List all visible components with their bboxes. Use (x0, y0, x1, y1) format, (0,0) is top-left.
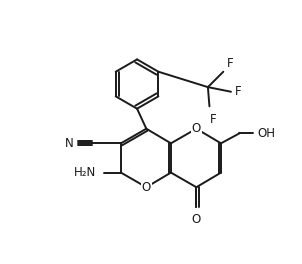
Text: O: O (192, 213, 201, 227)
Text: F: F (227, 57, 234, 70)
Text: F: F (210, 112, 216, 125)
Text: O: O (142, 181, 151, 194)
Text: N: N (64, 137, 73, 150)
Text: F: F (235, 85, 242, 98)
Text: OH: OH (257, 127, 275, 140)
Text: H₂N: H₂N (74, 166, 96, 179)
Text: O: O (192, 122, 201, 135)
